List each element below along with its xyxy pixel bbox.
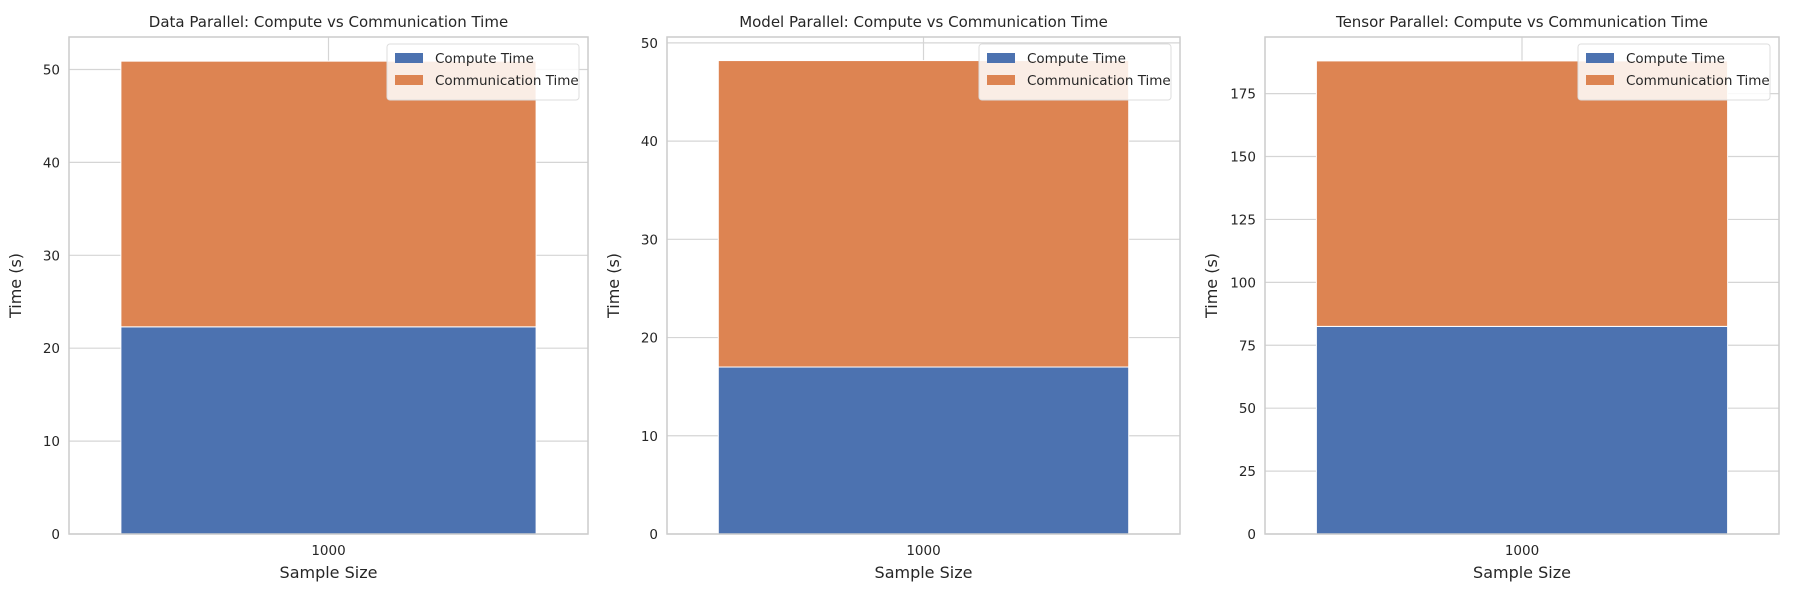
legend-label: Communication Time [1626,73,1770,89]
y-tick-label: 50 [43,63,60,79]
y-tick-label: 125 [1230,212,1256,228]
y-tick-label: 30 [43,248,60,264]
y-tick-label: 75 [1239,338,1256,354]
y-axis-label: Time (s) [6,253,25,319]
compute-time-swatch [395,53,423,63]
legend-label: Compute Time [435,51,534,67]
y-tick-label: 0 [1247,527,1256,543]
y-tick-label: 50 [1239,401,1256,417]
tensor-parallel-chart: 0 25 50 75 100 125 150 175 1000 Tensor Parallel: … [1202,13,1780,582]
y-axis-label: Time (s) [604,253,623,319]
y-tick-label: 30 [641,232,658,248]
y-tick-label: 10 [43,434,60,450]
y-tick-label: 20 [43,341,60,357]
legend: Compute Time Communication Time [978,43,1172,101]
plot-frame [1264,36,1780,535]
communication-time-bar [120,60,537,328]
y-tick-label: 100 [1230,275,1256,291]
y-tick-label: 175 [1230,87,1256,103]
legend-box [386,43,580,101]
legend-label: Communication Time [435,73,579,89]
communication-time-swatch [987,75,1015,85]
legend-label: Communication Time [1027,73,1171,89]
y-tick-label: 10 [641,429,658,445]
communication-time-swatch [395,75,423,85]
legend-box [1577,43,1771,101]
y-tick-label: 50 [641,36,658,52]
compute-time-bar [1315,325,1729,535]
y-tick-label: 40 [43,155,60,171]
compute-time-swatch [987,53,1015,63]
compute-time-bar [120,326,537,535]
legend: Compute Time Communication Time [1577,43,1771,101]
data-parallel-chart: 0 10 20 30 40 50 1000 Data Parallel: Compute vs… [6,13,589,582]
legend: Compute Time Communication Time [386,43,580,101]
chart-title: Data Parallel: Compute vs Communication … [149,13,508,31]
y-axis-label: Time (s) [1202,253,1221,319]
communication-time-bar [1315,60,1729,327]
x-axis-label: Sample Size [1473,563,1571,582]
chart-title: Tensor Parallel: Compute vs Communicatio… [1335,13,1708,31]
chart-title: Model Parallel: Compute vs Communication… [739,13,1108,31]
y-tick-label: 150 [1230,150,1256,166]
x-tick-label: 1000 [906,543,940,559]
x-tick-label: 1000 [311,543,345,559]
compute-time-bar [717,366,1130,535]
x-axis-label: Sample Size [875,563,973,582]
y-tick-label: 0 [51,527,60,543]
compute-time-swatch [1586,53,1614,63]
legend-label: Compute Time [1027,51,1126,67]
plot-frame [68,36,589,535]
x-axis-label: Sample Size [280,563,378,582]
legend-label: Compute Time [1626,51,1725,67]
communication-time-bar [717,60,1130,368]
y-tick-label: 20 [641,331,658,347]
model-parallel-chart: 0 10 20 30 40 50 1000 Model Parallel: Compute v… [604,13,1181,582]
x-tick-label: 1000 [1505,543,1539,559]
communication-time-swatch [1586,75,1614,85]
y-tick-label: 40 [641,134,658,150]
legend-box [978,43,1172,101]
y-tick-label: 0 [649,527,658,543]
plot-frame [666,36,1181,535]
y-tick-label: 25 [1239,464,1256,480]
